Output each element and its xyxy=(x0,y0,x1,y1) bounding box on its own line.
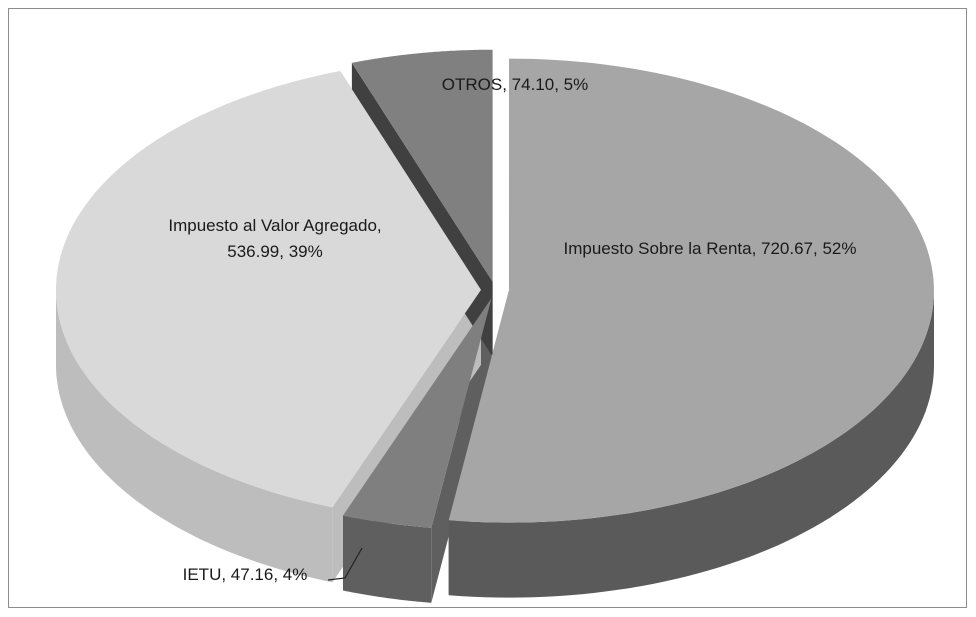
data-label: Impuesto al Valor Agregado, 536.99, 39% xyxy=(168,216,382,262)
data-label: IETU, 47.16, 4% xyxy=(182,565,308,584)
frame xyxy=(8,8,967,608)
slice xyxy=(56,71,482,508)
data-label: Impuesto Sobre la Renta, 720.67, 52% xyxy=(563,239,857,258)
data-label: OTROS, 74.10, 5% xyxy=(441,75,589,94)
slice-side xyxy=(448,290,934,598)
slice xyxy=(351,49,493,282)
slice-side xyxy=(56,289,333,583)
slice xyxy=(343,298,492,528)
leader-line xyxy=(327,547,363,581)
slice-side xyxy=(343,515,432,603)
slice xyxy=(448,58,934,523)
